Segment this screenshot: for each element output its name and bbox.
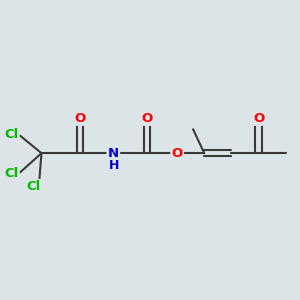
Text: Cl: Cl — [26, 180, 40, 193]
Text: Cl: Cl — [4, 167, 18, 180]
Text: O: O — [253, 112, 264, 124]
Text: O: O — [74, 112, 85, 124]
Text: H: H — [109, 159, 119, 172]
Text: Cl: Cl — [4, 128, 18, 140]
Text: O: O — [172, 147, 183, 160]
Text: O: O — [141, 112, 152, 124]
Text: N: N — [108, 147, 119, 160]
